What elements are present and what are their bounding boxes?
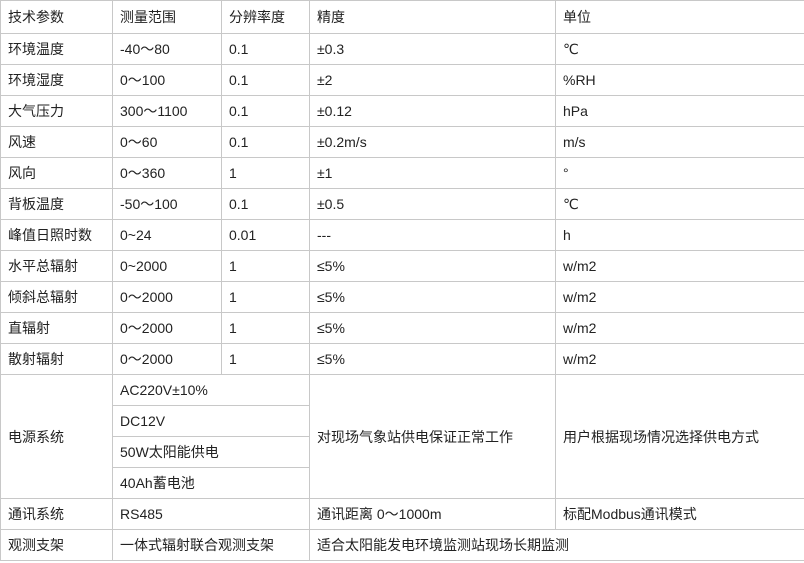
table-cell: m/s: [555, 126, 804, 158]
table-cell: 1: [221, 157, 310, 189]
table-cell: 1: [221, 281, 310, 313]
power-option: 40Ah蓄电池: [112, 467, 310, 499]
table-row: 峰值日照时数 0~24 0.01 --- h: [0, 219, 804, 251]
table-cell: 0~24: [112, 219, 222, 251]
power-note: 用户根据现场情况选择供电方式: [555, 374, 804, 499]
table-cell: ≤5%: [309, 312, 556, 344]
table-cell: 300～1100: [112, 95, 222, 127]
table-cell: %RH: [555, 64, 804, 96]
bracket-use: 适合太阳能发电环境监测站现场长期监测: [309, 529, 804, 561]
header-cell: 测量范围: [112, 0, 222, 34]
table-cell: 0.1: [221, 126, 310, 158]
table-cell: 风向: [0, 157, 113, 189]
table-cell: 直辐射: [0, 312, 113, 344]
table-cell: 1: [221, 343, 310, 375]
table-cell: hPa: [555, 95, 804, 127]
table-cell: 0～360: [112, 157, 222, 189]
table-row: 环境温度 -40～80 0.1 ±0.3 ℃: [0, 33, 804, 65]
table-cell: 倾斜总辐射: [0, 281, 113, 313]
table-cell: 散射辐射: [0, 343, 113, 375]
comm-label: 通讯系统: [0, 498, 113, 530]
table-cell: 1: [221, 250, 310, 282]
table-row: 风速 0～60 0.1 ±0.2m/s m/s: [0, 126, 804, 158]
power-row: 电源系统 AC220V±10% 对现场气象站供电保证正常工作 用户根据现场情况选…: [0, 374, 804, 499]
table-cell: 0～2000: [112, 281, 222, 313]
table-cell: 环境温度: [0, 33, 113, 65]
bracket-row: 观测支架 一体式辐射联合观测支架 适合太阳能发电环境监测站现场长期监测: [0, 529, 804, 561]
table-header-row: 技术参数 测量范围 分辨率度 精度 单位: [0, 0, 804, 34]
table-cell: ≤5%: [309, 281, 556, 313]
table-cell: 风速: [0, 126, 113, 158]
header-cell: 分辨率度: [221, 0, 310, 34]
header-cell: 精度: [309, 0, 556, 34]
table-cell: ±2: [309, 64, 556, 96]
bracket-value: 一体式辐射联合观测支架: [112, 529, 310, 561]
table-cell: ±0.2m/s: [309, 126, 556, 158]
table-cell: ---: [309, 219, 556, 251]
power-label: 电源系统: [0, 374, 113, 499]
power-option: 50W太阳能供电: [112, 436, 310, 468]
header-cell: 技术参数: [0, 0, 113, 34]
table-cell: ±0.3: [309, 33, 556, 65]
comm-distance: 通讯距离 0～1000m: [309, 498, 556, 530]
table-cell: ±0.5: [309, 188, 556, 220]
table-cell: 0～2000: [112, 312, 222, 344]
power-row: DC12V: [1, 405, 804, 437]
comm-mode: 标配Modbus通讯模式: [555, 498, 804, 530]
table-cell: 峰值日照时数: [0, 219, 113, 251]
table-cell: ±0.12: [309, 95, 556, 127]
table-cell: 0～100: [112, 64, 222, 96]
table-cell: w/m2: [555, 250, 804, 282]
table-cell: h: [555, 219, 804, 251]
table-cell: 背板温度: [0, 188, 113, 220]
table-cell: ≤5%: [309, 250, 556, 282]
table-row: 大气压力 300～1100 0.1 ±0.12 hPa: [0, 95, 804, 127]
power-option: AC220V±10%: [112, 374, 310, 406]
header-cell: 单位: [555, 0, 804, 34]
table-cell: 1: [221, 312, 310, 344]
power-row: 50W太阳能供电: [1, 436, 804, 468]
table-cell: 0.1: [221, 95, 310, 127]
table-cell: ℃: [555, 33, 804, 65]
table-cell: 0.1: [221, 188, 310, 220]
table-row: 直辐射 0～2000 1 ≤5% w/m2: [0, 312, 804, 344]
table-cell: w/m2: [555, 312, 804, 344]
table-cell: w/m2: [555, 343, 804, 375]
table-cell: 0.1: [221, 33, 310, 65]
power-purpose: 对现场气象站供电保证正常工作: [309, 374, 556, 499]
table-row: 环境湿度 0～100 0.1 ±2 %RH: [0, 64, 804, 96]
table-cell: 0～60: [112, 126, 222, 158]
table-cell: 0~2000: [112, 250, 222, 282]
table-cell: -40～80: [112, 33, 222, 65]
table-cell: 环境湿度: [0, 64, 113, 96]
table-row: 背板温度 -50～100 0.1 ±0.5 ℃: [0, 188, 804, 220]
table-cell: 大气压力: [0, 95, 113, 127]
table-cell: ±1: [309, 157, 556, 189]
comm-value: RS485: [112, 498, 310, 530]
table-row: 风向 0～360 1 ±1 °: [0, 157, 804, 189]
bracket-label: 观测支架: [0, 529, 113, 561]
table-cell: ≤5%: [309, 343, 556, 375]
table-cell: ℃: [555, 188, 804, 220]
table-row: 倾斜总辐射 0～2000 1 ≤5% w/m2: [0, 281, 804, 313]
table-row: 水平总辐射 0~2000 1 ≤5% w/m2: [0, 250, 804, 282]
table-cell: 0～2000: [112, 343, 222, 375]
comm-row: 通讯系统 RS485 通讯距离 0～1000m 标配Modbus通讯模式: [0, 498, 804, 530]
table-cell: w/m2: [555, 281, 804, 313]
table-cell: -50～100: [112, 188, 222, 220]
table-cell: 0.01: [221, 219, 310, 251]
table-cell: 水平总辐射: [0, 250, 113, 282]
table-row: 散射辐射 0～2000 1 ≤5% w/m2: [0, 343, 804, 375]
table-cell: °: [555, 157, 804, 189]
table-cell: 0.1: [221, 64, 310, 96]
power-option: DC12V: [112, 405, 310, 437]
